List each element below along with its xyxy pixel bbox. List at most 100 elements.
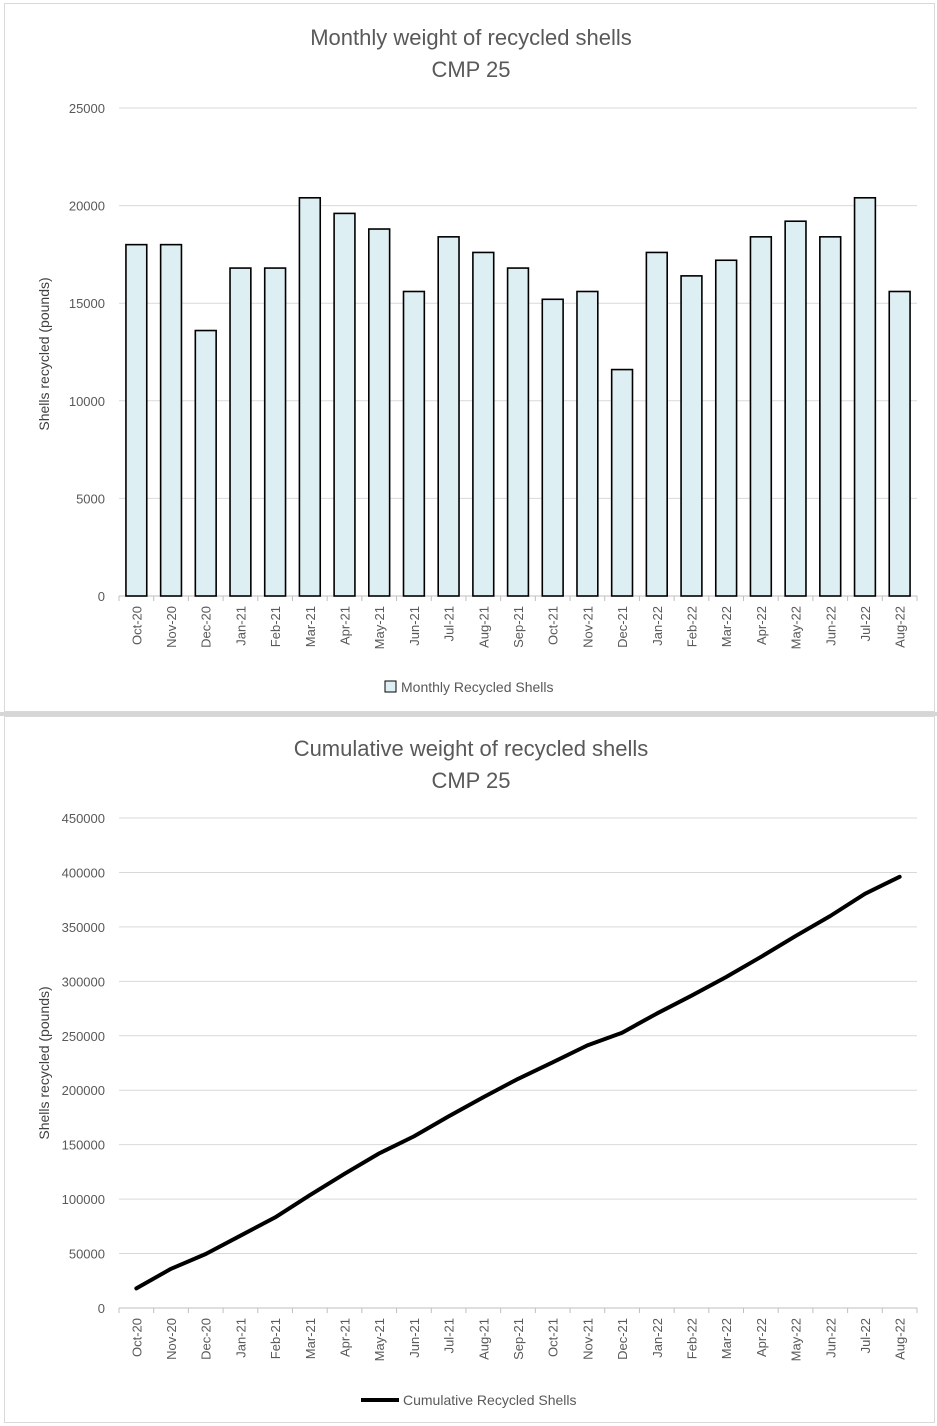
x-tick-label: Jun-21 [407, 606, 422, 646]
bar-jun-22 [819, 236, 842, 597]
cumulative-line-chart: Cumulative weight of recycled shells CMP… [36, 736, 918, 1408]
x-tick-label: Nov-20 [164, 606, 179, 648]
y-tick-label: 10000 [69, 394, 105, 409]
chart-divider [0, 712, 937, 716]
bar-may-21 [368, 228, 391, 597]
legend: Cumulative Recycled Shells [361, 1392, 577, 1408]
bar-oct-20 [125, 243, 148, 597]
y-tick-label: 450000 [62, 811, 105, 826]
bar-mar-22 [714, 259, 738, 597]
y-axis-label: Shells recycled (pounds) [36, 277, 52, 430]
x-tick-label: Jul-21 [442, 606, 457, 641]
legend: Monthly Recycled Shells [384, 679, 554, 695]
bar-jun-21 [402, 290, 426, 597]
y-tick-label: 300000 [62, 974, 105, 989]
y-tick-label: 5000 [76, 491, 105, 506]
x-tick-label: Jun-21 [407, 1318, 422, 1358]
legend-swatch-monthly [384, 680, 397, 693]
chart-subtitle: CMP 25 [431, 57, 510, 82]
x-tick-label: Jul-22 [858, 606, 873, 641]
cumulative-series-line [134, 874, 902, 1291]
x-tick-label: Jun-22 [823, 1318, 838, 1358]
x-tick-label: Oct-20 [129, 606, 144, 645]
bar-jan-21 [229, 267, 252, 597]
x-tick-label: Jul-21 [442, 1318, 457, 1353]
x-tick-label: Aug-22 [893, 1318, 908, 1360]
y-tick-label: 0 [98, 589, 105, 604]
x-tick-label: Jan-22 [650, 1318, 665, 1358]
x-tick-label: Nov-20 [164, 1318, 179, 1360]
x-tick-label: May-21 [372, 606, 387, 649]
y-tick-label: 20000 [69, 199, 105, 214]
y-tick-label: 50000 [69, 1247, 105, 1262]
bar-sep-21 [506, 267, 530, 597]
x-tick-label: May-21 [372, 1318, 387, 1361]
x-tick-label: Jan-21 [233, 1318, 248, 1358]
bar-nov-20 [159, 243, 183, 597]
chart-title: Cumulative weight of recycled shells [294, 736, 649, 761]
chart-title: Monthly weight of recycled shells [310, 25, 632, 50]
y-tick-label: 100000 [62, 1192, 105, 1207]
x-tick-label: Apr-22 [754, 606, 769, 645]
x-tick-label: Dec-20 [199, 1318, 214, 1360]
x-tick-label: Apr-21 [338, 606, 353, 645]
cumulative-chart-panel: Cumulative weight of recycled shells CMP… [4, 716, 935, 1423]
x-tick-label: Jul-22 [858, 1318, 873, 1353]
x-tick-label: Jun-22 [823, 606, 838, 646]
bar-dec-20 [194, 329, 217, 597]
monthly-bar-chart: Monthly weight of recycled shells CMP 25… [36, 25, 918, 695]
y-tick-label: 200000 [62, 1083, 105, 1098]
bar-jan-22 [645, 251, 668, 597]
x-tick-label: Aug-21 [476, 606, 491, 648]
x-tick-label: Feb-22 [684, 606, 699, 647]
bar-feb-22 [680, 275, 703, 597]
x-tick-label: Dec-21 [615, 606, 630, 648]
x-tick-label: Nov-21 [580, 1318, 595, 1360]
x-tick-label: Oct-20 [129, 1318, 144, 1357]
x-tick-label: Dec-21 [615, 1318, 630, 1360]
x-tick-label: Nov-21 [580, 606, 595, 648]
x-tick-label: May-22 [789, 606, 804, 649]
bar-jul-21 [437, 236, 460, 597]
x-tick-label: Apr-21 [338, 1318, 353, 1357]
x-tick-label: Mar-22 [719, 1318, 734, 1359]
monthly-chart-panel: Monthly weight of recycled shells CMP 25… [4, 3, 935, 712]
x-tick-label: Feb-21 [268, 1318, 283, 1359]
x-tick-label: Oct-21 [546, 606, 561, 645]
x-tick-label: Mar-21 [303, 606, 318, 647]
y-tick-label: 250000 [62, 1029, 105, 1044]
y-tick-label: 25000 [69, 101, 105, 116]
y-tick-label: 150000 [62, 1138, 105, 1153]
y-tick-label: 15000 [69, 296, 105, 311]
x-tick-label: Jan-21 [233, 606, 248, 646]
y-tick-label: 0 [98, 1301, 105, 1316]
x-tick-label: Aug-21 [476, 1318, 491, 1360]
y-tick-label: 350000 [62, 920, 105, 935]
legend-label-cumulative: Cumulative Recycled Shells [403, 1392, 577, 1408]
bar-aug-22 [888, 290, 911, 597]
bar-apr-21 [333, 212, 356, 597]
x-tick-label: Jan-22 [650, 606, 665, 646]
bar-may-22 [784, 220, 807, 597]
bar-jul-22 [853, 196, 877, 597]
bar-feb-21 [263, 267, 287, 597]
bar-aug-21 [472, 251, 495, 597]
bar-oct-21 [541, 298, 564, 597]
x-tick-label: Feb-21 [268, 606, 283, 647]
chart-subtitle: CMP 25 [431, 768, 510, 793]
legend-label-monthly: Monthly Recycled Shells [401, 679, 554, 695]
x-tick-label: May-22 [789, 1318, 804, 1361]
x-tick-label: Apr-22 [754, 1318, 769, 1357]
x-tick-label: Aug-22 [893, 606, 908, 648]
bar-mar-21 [298, 196, 322, 597]
x-tick-label: Sep-21 [511, 606, 526, 648]
x-tick-label: Mar-21 [303, 1318, 318, 1359]
y-tick-label: 400000 [62, 865, 105, 880]
x-tick-label: Mar-22 [719, 606, 734, 647]
x-tick-label: Dec-20 [199, 606, 214, 648]
y-axis-label: Shells recycled (pounds) [36, 986, 52, 1139]
x-tick-label: Feb-22 [684, 1318, 699, 1359]
bar-dec-21 [610, 368, 634, 597]
bar-apr-22 [749, 236, 773, 597]
x-tick-label: Oct-21 [546, 1318, 561, 1357]
